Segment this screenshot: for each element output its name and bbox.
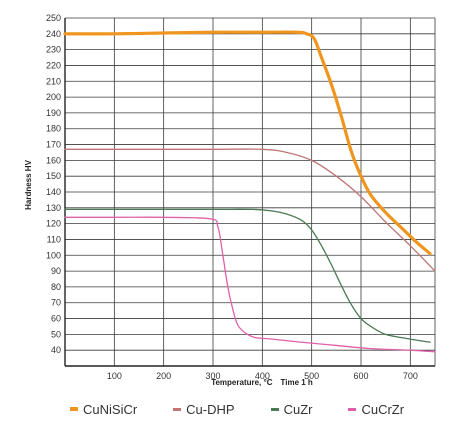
y-tick-label: 110 bbox=[47, 234, 61, 244]
series-line-cuzr bbox=[64, 208, 431, 343]
axes bbox=[64, 18, 436, 367]
legend-label-cunisicr: CuNiSiCr bbox=[83, 401, 138, 417]
x-tick-label: 500 bbox=[304, 371, 319, 381]
y-tick-label: 70 bbox=[51, 298, 61, 308]
legend-item-cu-dhp: Cu-DHP bbox=[173, 401, 235, 417]
legend-item-cunisicr: CuNiSiCr bbox=[70, 402, 137, 417]
x-axis-title: Temperature, °C Time 1 h bbox=[211, 378, 313, 387]
grid bbox=[65, 17, 435, 366]
legend-item-cucrzr: CuCrZr bbox=[348, 402, 404, 417]
y-tick-label: 170 bbox=[46, 140, 61, 150]
series-line-cunisicr bbox=[63, 30, 432, 256]
y-tick-label: 50 bbox=[51, 329, 61, 339]
legend-item-cuzr: CuZr bbox=[270, 401, 313, 417]
legend-swatch-cunisicr bbox=[70, 407, 78, 411]
y-tick-label: 180 bbox=[46, 124, 61, 134]
y-tick-label: 210 bbox=[46, 76, 61, 86]
series-line-cu-dhp bbox=[64, 148, 436, 272]
y-tick-label: 160 bbox=[46, 155, 61, 165]
y-tick-label: 40 bbox=[51, 345, 61, 355]
x-axis-title-temperature: Temperature, °C bbox=[211, 378, 273, 387]
legend-label-cu-dhp: Cu-DHP bbox=[186, 401, 235, 417]
legend-swatch-cuzr bbox=[270, 407, 279, 411]
y-tick-label: 230 bbox=[46, 45, 61, 55]
y-tick-label: 200 bbox=[46, 92, 61, 102]
x-axis-title-time: Time 1 h bbox=[280, 378, 312, 387]
y-tick-label: 90 bbox=[51, 266, 61, 276]
y-tick-label: 130 bbox=[46, 203, 61, 213]
legend-label-cuzr: CuZr bbox=[283, 401, 313, 417]
y-tick-label: 100 bbox=[46, 250, 61, 260]
legend-label-cucrzr: CuCrZr bbox=[361, 401, 405, 417]
x-tick-label: 300 bbox=[205, 371, 220, 381]
y-tick-label: 60 bbox=[51, 314, 61, 324]
y-tick-label: 240 bbox=[46, 29, 61, 39]
legend-swatch-cu-dhp bbox=[173, 407, 182, 411]
y-tick-label: 120 bbox=[46, 219, 61, 229]
x-tick-label: 700 bbox=[403, 371, 418, 381]
series-lines bbox=[63, 30, 436, 353]
y-tick-label: 140 bbox=[46, 187, 61, 197]
legend-swatch-cucrzr bbox=[348, 407, 357, 411]
legend: CuNiSiCr Cu-DHP CuZr CuCrZr bbox=[70, 398, 460, 420]
x-tick-labels: 100 200 300 400 500 600 700 bbox=[107, 371, 418, 381]
x-tick-label: 200 bbox=[156, 371, 171, 381]
y-tick-label: 250 bbox=[46, 13, 61, 23]
y-tick-label: 220 bbox=[46, 60, 61, 70]
y-tick-label: 190 bbox=[46, 108, 61, 118]
y-axis-title: Hardness HV bbox=[24, 159, 33, 209]
y-tick-label: 150 bbox=[46, 171, 61, 181]
x-tick-label: 400 bbox=[255, 371, 270, 381]
x-tick-label: 600 bbox=[353, 371, 368, 381]
y-tick-labels: 40 50 60 70 80 90 100 110 120 130 140 150 160 170 180 1… bbox=[46, 13, 61, 355]
y-tick-label: 80 bbox=[51, 282, 61, 292]
series-line-cucrzr bbox=[64, 216, 436, 353]
x-tick-label: 100 bbox=[107, 371, 122, 381]
